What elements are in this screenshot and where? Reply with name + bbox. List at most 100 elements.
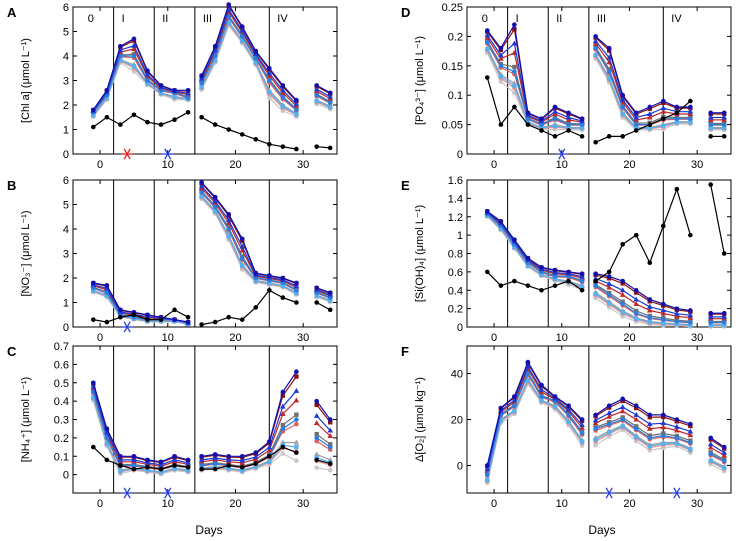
series-line-point	[145, 312, 150, 318]
series-line	[201, 21, 297, 115]
series-line-point	[538, 386, 545, 392]
series-line-point	[327, 93, 334, 99]
x-tick-label: 0	[97, 498, 103, 510]
y-tick-label: 1.4	[448, 193, 463, 205]
series-line	[595, 274, 691, 313]
series-line-point	[293, 439, 300, 445]
y-tick-label: 1	[63, 125, 69, 137]
series-line-point	[633, 426, 639, 431]
series-line	[92, 400, 189, 475]
series-line	[201, 185, 297, 287]
series-line	[486, 372, 583, 475]
series-line-point	[314, 98, 319, 104]
series-line-point	[593, 53, 598, 58]
x-tick-label: 0	[491, 159, 497, 171]
control-line-point	[661, 116, 666, 122]
series-line	[92, 382, 189, 463]
series-line	[92, 397, 189, 474]
control-line-point	[314, 300, 319, 305]
axes-box	[466, 6, 732, 155]
panel-letter: B	[7, 178, 16, 193]
control-line-point	[253, 305, 259, 310]
series-line-point	[294, 287, 299, 293]
y-tick-label: 0	[63, 322, 69, 334]
series-line-point	[239, 247, 246, 253]
sampling-marker	[555, 148, 568, 160]
series-line-point	[240, 263, 245, 268]
series-line	[595, 35, 691, 114]
control-line-point	[280, 295, 286, 300]
series-line-point	[633, 301, 640, 307]
x-tick-label: 10	[162, 332, 174, 344]
x-tick-label: 30	[297, 498, 309, 510]
control-line	[201, 446, 297, 470]
series-line	[486, 210, 583, 275]
control-line-point	[525, 122, 531, 127]
series-line-point	[674, 427, 680, 433]
series-line-point	[660, 310, 667, 316]
series-line-point	[722, 125, 727, 131]
series-line-point	[199, 73, 204, 78]
series-line-point	[485, 28, 490, 33]
series-line-point	[294, 280, 299, 286]
series-line-point	[104, 283, 110, 288]
series-line-point	[253, 464, 258, 470]
series-line-point	[525, 363, 531, 369]
phase-label: I	[122, 13, 125, 25]
series-line-point	[525, 359, 531, 365]
series-line-point	[688, 320, 693, 325]
series-line-point	[226, 234, 231, 239]
series-line	[316, 103, 331, 110]
panel-F: 0 20 40 0 10 20 30 F Δ[O₂] (μmol kg⁻¹)	[401, 344, 732, 510]
series-line	[595, 58, 691, 131]
series-line-point	[118, 43, 123, 49]
series-line	[710, 437, 725, 448]
series-line-point	[239, 243, 246, 249]
series-line-point	[606, 403, 612, 409]
series-line-point	[619, 96, 626, 102]
series-line	[595, 400, 691, 427]
series-line-point	[660, 420, 667, 426]
control-line-point	[688, 232, 693, 238]
series-line	[595, 429, 691, 454]
series-line-point	[172, 453, 177, 459]
series-line-point	[674, 313, 680, 319]
series-line-point	[172, 88, 177, 93]
series-line	[201, 376, 297, 459]
series-line-point	[674, 310, 680, 316]
y-tick-label: 5	[63, 27, 69, 39]
series-line-point	[566, 412, 571, 418]
series-line-point	[313, 412, 320, 418]
x-tick-label: 20	[623, 332, 635, 344]
series-line	[316, 433, 331, 445]
series-line-point	[253, 270, 259, 276]
series-line-point	[525, 120, 531, 125]
series-line	[316, 422, 331, 437]
control-line-point	[498, 122, 504, 127]
series-line-point	[593, 412, 598, 418]
x-tick-label: 10	[556, 332, 568, 344]
series-line-point	[144, 459, 151, 465]
series-line	[92, 388, 189, 467]
series-line-point	[512, 394, 517, 399]
series-line-point	[674, 435, 680, 441]
y-tick-label: 0.7	[54, 341, 69, 353]
series-line	[316, 400, 331, 420]
series-line-point	[239, 457, 246, 463]
series-line	[201, 187, 297, 288]
series-line-point	[722, 465, 727, 470]
series-line-point	[131, 463, 137, 468]
series-line	[486, 211, 583, 278]
phase-label: 0	[482, 13, 488, 25]
series-line-point	[280, 87, 286, 93]
control-line-point	[267, 141, 272, 147]
series-line	[486, 42, 583, 126]
axes-box	[466, 179, 732, 328]
series-line-point	[198, 183, 205, 189]
series-line-point	[708, 125, 713, 131]
series-line-point	[592, 417, 599, 423]
control-line-point	[512, 278, 517, 284]
series-line-point	[327, 427, 334, 433]
series-line	[486, 365, 583, 470]
series-line-point	[280, 104, 286, 109]
